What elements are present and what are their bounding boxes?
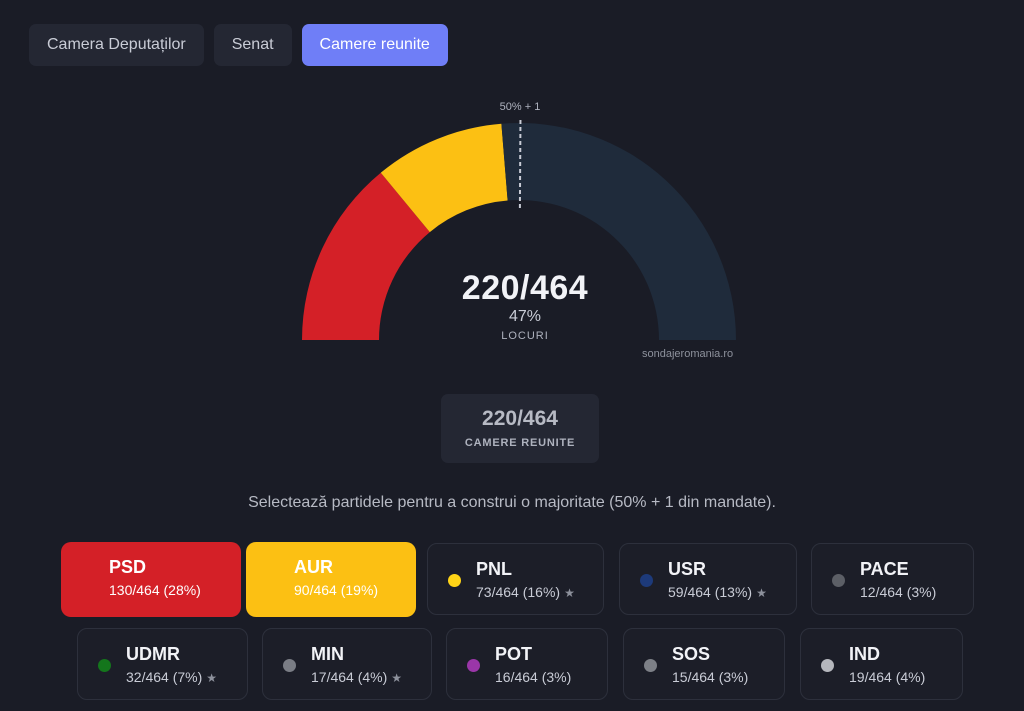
star-icon: ★ — [564, 586, 575, 600]
party-name: IND — [849, 644, 880, 664]
tab-camera-deputatilor[interactable]: Camera Deputaților — [29, 24, 204, 66]
party-seats: 90/464 (19%) — [294, 582, 379, 598]
party-name: POT — [495, 644, 533, 664]
hemicycle-segment-aur — [380, 123, 508, 233]
party-card-pot[interactable]: POT 16/464 (3%) — [446, 628, 608, 700]
star-icon: ★ — [206, 671, 218, 685]
star-icon: ★ — [391, 671, 403, 685]
party-card-pnl[interactable]: PNL 73/464 (16%) ★ — [427, 543, 604, 615]
watermark: sondajeromania.ro — [642, 348, 734, 360]
party-name: MIN — [311, 644, 344, 664]
party-color-dot — [821, 659, 834, 672]
party-color-dot — [640, 574, 653, 587]
party-name: PSD — [109, 557, 147, 577]
party-color-dot — [98, 659, 111, 672]
party-seats: 15/464 (3%) — [672, 669, 749, 685]
party-seats: 17/464 (4%) ★ — [311, 669, 403, 685]
party-card-usr[interactable]: USR 59/464 (13%) ★ — [619, 543, 797, 615]
party-name: UDMR — [126, 644, 180, 664]
party-color-dot — [832, 574, 845, 587]
summary-value: 220/464 — [482, 407, 558, 430]
party-name: PACE — [860, 559, 909, 579]
tab-camere-reunite[interactable]: Camere reunite — [301, 24, 448, 66]
party-color-dot — [283, 659, 296, 672]
party-card-ind[interactable]: IND 19/464 (4%) — [800, 628, 963, 700]
party-card-aur[interactable]: AUR 90/464 (19%) — [246, 542, 416, 617]
party-seats: 59/464 (13%) ★ — [668, 584, 767, 600]
party-color-dot — [467, 659, 480, 672]
party-card-min[interactable]: MIN 17/464 (4%) ★ — [262, 628, 432, 700]
party-name: USR — [668, 559, 707, 579]
chamber-tabs: Camera Deputaților Senat Camere reunite — [29, 24, 448, 66]
party-seats: 130/464 (28%) — [109, 582, 201, 598]
party-seats: 16/464 (3%) — [495, 669, 572, 685]
hemicycle-segment-psd — [302, 172, 430, 340]
hemicycle-chart: 50% + 1 220/464 47% LOCURI sondajeromani… — [290, 95, 760, 370]
star-icon: ★ — [756, 586, 767, 600]
seat-unit-label: LOCURI — [501, 330, 549, 342]
majority-threshold-line — [518, 119, 522, 209]
party-name: SOS — [672, 644, 711, 664]
party-card-udmr[interactable]: UDMR 32/464 (7%) ★ — [77, 628, 248, 700]
instructions-text: Selectează partidele pentru a construi o… — [248, 494, 776, 511]
party-card-psd[interactable]: PSD 130/464 (28%) — [61, 542, 241, 617]
party-name: AUR — [294, 557, 333, 577]
hemicycle-svg — [302, 119, 736, 340]
party-name: PNL — [476, 559, 512, 579]
majority-threshold-label: 50% + 1 — [499, 101, 541, 113]
tab-senat[interactable]: Senat — [213, 24, 292, 66]
party-color-dot — [644, 659, 657, 672]
party-card-pace[interactable]: PACE 12/464 (3%) — [811, 543, 974, 615]
coalition-summary: 220/464 CAMERE REUNITE — [441, 394, 599, 463]
party-seats: 19/464 (4%) — [849, 669, 926, 685]
seat-percent: 47% — [508, 308, 542, 325]
party-seats: 73/464 (16%) ★ — [476, 584, 575, 600]
party-card-sos[interactable]: SOS 15/464 (3%) — [623, 628, 785, 700]
party-seats: 32/464 (7%) ★ — [126, 669, 218, 685]
seat-total: 220/464 — [461, 269, 589, 307]
summary-label: CAMERE REUNITE — [464, 437, 576, 449]
party-color-dot — [448, 574, 461, 587]
hemicycle-segment-unassigned — [501, 123, 736, 340]
party-seats: 12/464 (3%) — [860, 584, 937, 600]
